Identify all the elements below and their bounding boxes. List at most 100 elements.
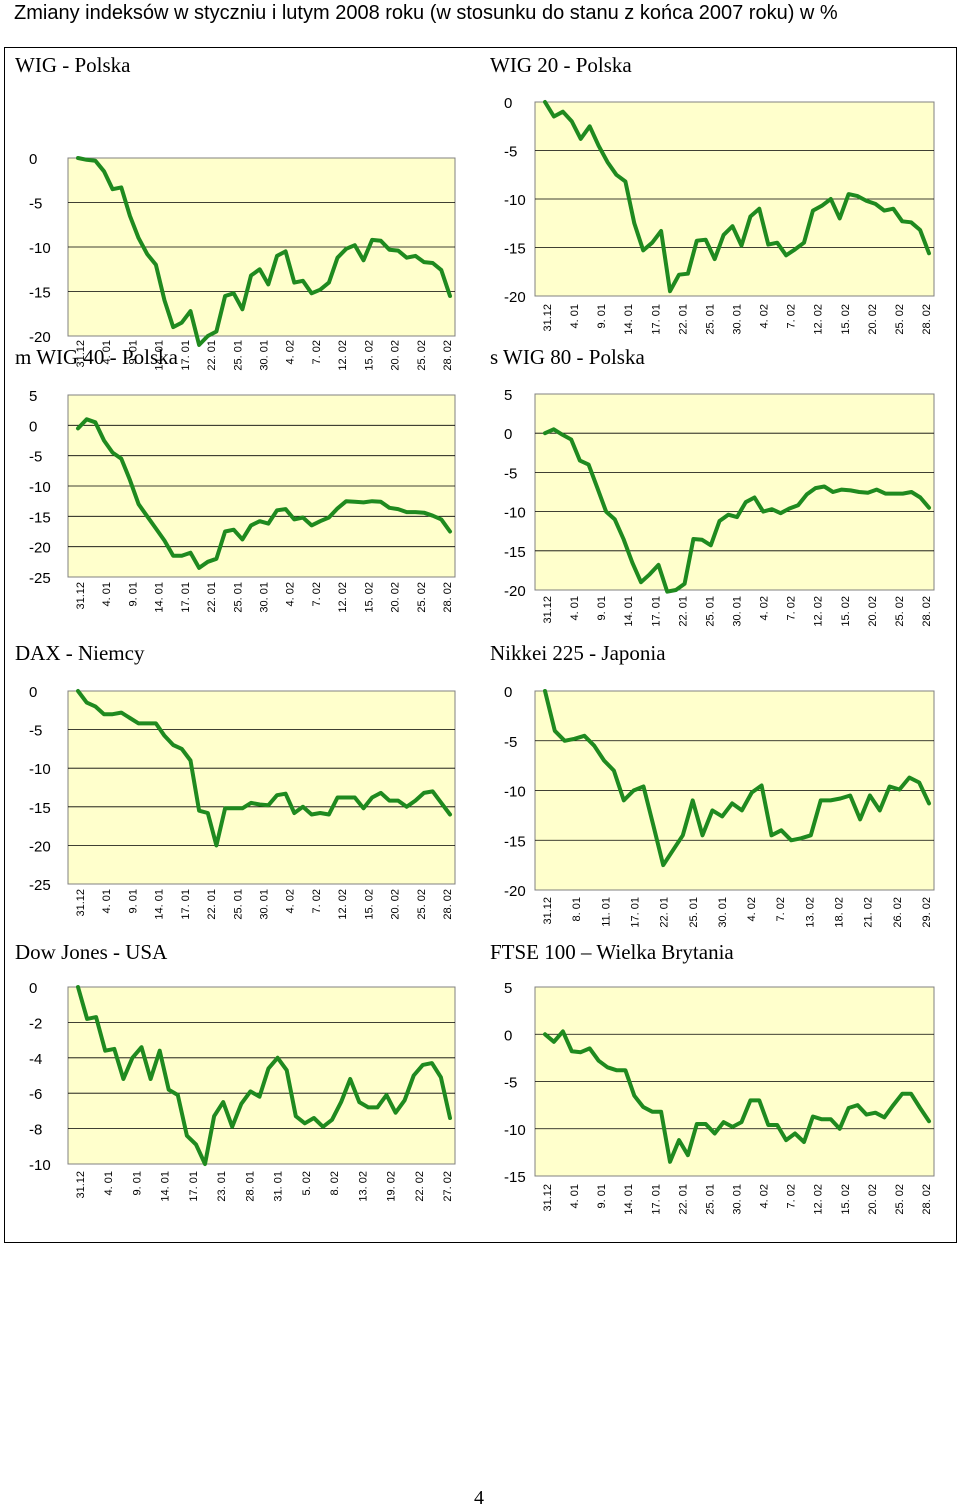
y-tick-label: -15	[29, 800, 51, 817]
y-tick-label: -5	[29, 449, 42, 466]
x-tick-label: 18. 02	[834, 897, 846, 928]
y-tick-label: -25	[29, 877, 51, 894]
chart-panel-wig: WIG - Polska 0 -5 -10 -15 -20 31.12 4. 01 9. 01…	[15, 53, 475, 371]
x-tick-label: 17. 01	[180, 582, 192, 613]
x-tick-label: 4. 01	[101, 582, 113, 606]
x-tick-label: 9. 01	[596, 596, 608, 620]
x-tick-label: 14. 01	[154, 582, 166, 613]
x-tick-label: 26. 02	[892, 897, 904, 928]
y-tick-label: -5	[504, 734, 517, 751]
series-line	[543, 689, 931, 868]
y-tick-label: -20	[504, 289, 526, 306]
chart-title: m WIG 40 - Polska	[15, 345, 178, 369]
chart-title: s WIG 80 - Polska	[490, 345, 645, 369]
x-tick-label: 25. 02	[416, 340, 428, 371]
x-tick-label: 30. 01	[259, 582, 271, 613]
chart-ftse: 5 0 -5 -10 -15 31.12 4. 01 9. 01 14. 01 17. 01 22.…	[504, 980, 935, 1215]
x-tick-label: 31.12	[542, 897, 554, 925]
x-tick-label: 20. 02	[867, 1184, 879, 1215]
x-tick-label: 7. 02	[311, 889, 323, 913]
x-tick-label: 20. 02	[867, 596, 879, 627]
x-tick-label: 31.12	[542, 596, 554, 624]
y-tick-label: -5	[504, 144, 517, 161]
x-tick-label: 31. 01	[273, 1171, 285, 1202]
x-tick-label: 8. 01	[571, 897, 583, 921]
series-line	[543, 100, 931, 294]
x-tick-label: 7. 02	[786, 304, 798, 328]
x-tick-label: 9. 01	[127, 340, 139, 364]
y-tick-label: -10	[29, 479, 51, 496]
y-tick-label: -20	[29, 540, 51, 557]
y-tick-label: -20	[29, 838, 51, 855]
x-tick-label: 28. 02	[442, 889, 454, 920]
y-tick-label: 0	[29, 684, 37, 701]
x-tick-label: 25. 02	[894, 304, 906, 335]
y-tick-label: 0	[29, 151, 37, 168]
x-tick-label: 17. 01	[650, 596, 662, 627]
x-tick-label: 25. 02	[894, 1184, 906, 1215]
x-tick-label: 22. 01	[677, 596, 689, 627]
x-tick-label: 25. 02	[416, 889, 428, 920]
x-tick-label: 23. 01	[216, 1171, 228, 1202]
x-tick-label: 28. 02	[921, 596, 933, 627]
y-tick-label: 5	[504, 980, 512, 997]
x-tick-label: 20. 02	[390, 889, 402, 920]
x-tick-label: 30. 01	[732, 1184, 744, 1215]
x-tick-label: 4. 01	[101, 889, 113, 913]
y-tick-label: -15	[504, 544, 526, 561]
x-tick-label: 30. 01	[259, 340, 271, 371]
chart-panel-dax: DAX - Niemcy 0 -5 -10 -15 -20 -25 31.12 4. 01 9.…	[15, 641, 475, 931]
y-tick-label: -20	[504, 583, 526, 600]
y-tick-label: -10	[504, 1122, 526, 1139]
series-line	[76, 689, 452, 848]
y-tick-label: 0	[504, 426, 512, 443]
chart-wig: 0 -5 -10 -15 -20 31.12 4. 01 9. 01 14. 01 17. 01 2…	[29, 151, 456, 371]
x-tick-label: 17. 01	[650, 1184, 662, 1215]
x-tick-label: 13. 02	[804, 897, 816, 928]
x-tick-label: 31.12	[542, 304, 554, 332]
chart-title: DAX - Niemcy	[15, 641, 145, 665]
x-tick-label: 31.12	[75, 340, 87, 368]
x-tick-label: 15. 02	[840, 304, 852, 335]
chart-panel-mwig40: m WIG 40 - Polska 5 0 -5 -10 -15 -20 -25 31.12 4…	[15, 345, 475, 635]
x-tick-label: 4. 02	[759, 1184, 771, 1208]
x-tick-label: 15. 02	[840, 1184, 852, 1215]
y-tick-label: 0	[29, 418, 37, 435]
y-tick-label: -10	[29, 761, 51, 778]
y-tick-label: -15	[29, 509, 51, 526]
x-tick-label: 25. 02	[416, 582, 428, 613]
y-tick-label: -15	[504, 1169, 526, 1186]
x-tick-label: 20. 02	[867, 304, 879, 335]
x-tick-label: 27. 02	[442, 1171, 454, 1202]
chart-wig20: 0 -5 -10 -15 -20 31.12 4. 01 9. 01 14. 01 17. 01 2…	[504, 95, 935, 335]
x-tick-label: 28. 02	[921, 304, 933, 335]
x-tick-label: 14. 01	[160, 1171, 172, 1202]
chart-panel-nikkei: Nikkei 225 - Japonia 0 -5 -10 -15 -20 31.12 8.…	[490, 641, 950, 931]
x-tick-label: 25. 01	[704, 304, 716, 335]
x-tick-label: 7. 02	[786, 1184, 798, 1208]
x-tick-label: 15. 02	[363, 340, 375, 371]
y-tick-label: -10	[504, 784, 526, 801]
x-tick-label: 4. 02	[285, 340, 297, 364]
x-tick-label: 5. 02	[301, 1171, 313, 1195]
chart-panel-swig80: s WIG 80 - Polska 5 0 -5 -10 -15 -20 31.12 4. 0…	[490, 345, 950, 635]
y-tick-label: -5	[29, 196, 42, 213]
y-tick-label: -20	[29, 329, 51, 346]
x-tick-label: 7. 02	[775, 897, 787, 921]
x-tick-label: 25. 01	[688, 897, 700, 928]
y-tick-label: 5	[29, 388, 37, 405]
y-tick-label: -5	[504, 465, 517, 482]
x-tick-label: 4. 02	[759, 304, 771, 328]
x-tick-label: 4. 01	[569, 304, 581, 328]
x-tick-label: 9. 01	[127, 582, 139, 606]
series-line	[76, 417, 452, 570]
x-tick-label: 4. 01	[569, 1184, 581, 1208]
x-tick-label: 7. 02	[311, 340, 323, 364]
chart-dax: 0 -5 -10 -15 -20 -25 31.12 4. 01 9. 01 14. 01 17. …	[29, 684, 456, 920]
x-tick-label: 12. 02	[813, 304, 825, 335]
x-tick-label: 9. 01	[596, 1184, 608, 1208]
x-tick-label: 4. 01	[101, 340, 113, 364]
x-tick-label: 14. 01	[154, 889, 166, 920]
y-tick-label: -10	[29, 1157, 51, 1174]
y-tick-label: 0	[29, 980, 37, 997]
